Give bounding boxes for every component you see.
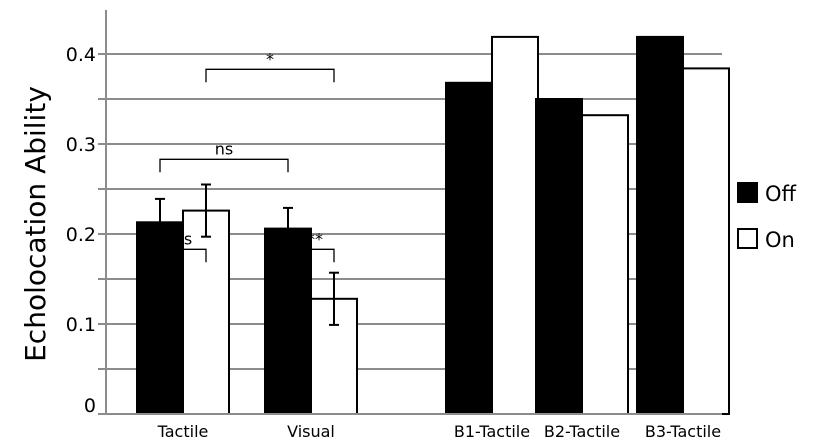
significance-bracket [205,68,335,83]
bars [136,35,730,416]
significance-bracket [159,158,289,173]
bar-off-b3-tactile [636,35,684,416]
y-axis-label: Echolocation Ability [19,86,52,362]
y-tick-label: 0.4 [66,44,96,66]
bar-off-b2-tactile [535,98,583,415]
legend-swatch-on [737,228,758,249]
y-tick-label: 0.2 [66,224,96,246]
significance-label: *** [299,229,323,248]
y-tick-label: 0 [84,395,96,417]
bar-on-b2-tactile [581,114,629,415]
category-label: B3-Tactile [645,422,721,441]
y-tick-label: 0.3 [66,134,96,156]
bar-on-b3-tactile [682,67,730,416]
significance-bracket [287,248,335,263]
significance-label: ns [174,229,192,248]
y-tick-labels: 0 0.1 0.2 0.3 0.4 [66,44,96,417]
significance-brackets: ns *** ns * [159,49,335,263]
legend-label-on: On [765,228,795,252]
legend-swatch-off [737,182,758,203]
bar-on-b1-tactile [491,35,539,416]
legend: Off On [737,182,797,252]
y-tick-label: 0.1 [66,314,96,336]
category-label: Visual [287,422,335,441]
category-label: Tactile [157,422,209,441]
significance-label: * [266,49,274,68]
legend-label-off: Off [765,182,797,206]
axes [98,10,722,415]
significance-bracket [159,248,207,263]
significance-label: ns [215,139,233,158]
category-label: B1-Tactile [454,422,530,441]
category-labels: Tactile Visual B1-Tactile B2-Tactile B3-Tact… [157,422,721,441]
error-bars [155,183,339,326]
category-label: B2-Tactile [544,422,620,441]
bar-off-b1-tactile [445,81,493,416]
